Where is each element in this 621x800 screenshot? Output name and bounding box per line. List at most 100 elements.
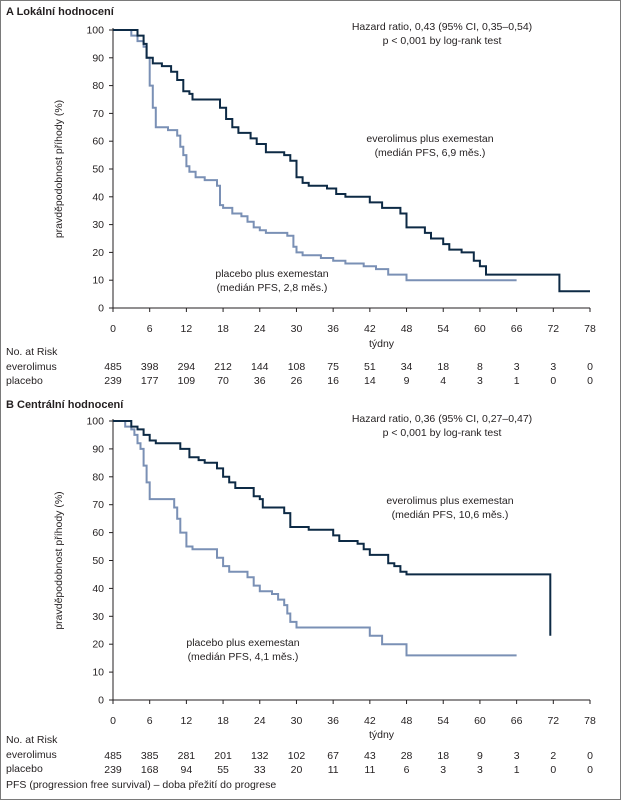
panel-a-x-tick-label: 48 — [401, 323, 413, 335]
panel-b-risk-placebo-value: 55 — [217, 764, 229, 776]
panel-b-x-tick-label: 66 — [511, 715, 523, 727]
panel-a-risk-everolimus-value: 8 — [477, 361, 483, 373]
panel-b-placebo-name: placebo plus exemestan — [186, 637, 300, 649]
panel-a-x-tick-label: 54 — [437, 323, 449, 335]
panel-b-risk-placebo-value: 239 — [104, 764, 122, 776]
panel-a-risk-placebo-value: 1 — [514, 375, 520, 387]
panel-b-risk-everolimus-value: 0 — [587, 750, 593, 762]
panel-b-x-axis-label: týdny — [369, 729, 395, 741]
panel-a-hazard-ratio-line1: Hazard ratio, 0,43 (95% CI, 0,35–0,54) — [351, 21, 533, 33]
panel-a-x-tick-label: 42 — [364, 323, 376, 335]
panel-a-x-tick-label: 6 — [147, 323, 153, 335]
panel-b-risk-placebo-value: 11 — [328, 764, 339, 776]
panel-a-risk-everolimus-value: 144 — [251, 361, 269, 373]
panel-b-y-tick-label: 10 — [92, 667, 104, 679]
panel-a-risk-placebo-value: 0 — [550, 375, 556, 387]
panel-a-x-tick-label: 30 — [291, 323, 303, 335]
panel-b-x-tick-label: 48 — [401, 715, 413, 727]
panel-b-risk-placebo-value: 20 — [291, 764, 303, 776]
panel-a-x-tick-label: 0 — [110, 323, 116, 335]
panel-b-y-tick-label: 40 — [92, 583, 104, 595]
panel-a-risk-placebo-value: 239 — [104, 375, 122, 387]
panel-b-y-axis-label: pravděpodobnost příhody (%) — [53, 491, 65, 629]
panel-a-risk-placebo-value: 0 — [587, 375, 593, 387]
panel-a-everolimus-name: everolimus plus exemestan — [366, 133, 494, 145]
panel-b-risk-label-placebo: placebo — [6, 763, 43, 775]
panel-b-x-tick-label: 60 — [474, 715, 486, 727]
panel-b-pvalue: p < 0,001 by log-rank test — [382, 427, 502, 439]
panel-a-y-tick-label: 80 — [92, 80, 104, 92]
panel-a-risk-everolimus-value: 34 — [401, 361, 413, 373]
panel-a-risk-everolimus-value: 108 — [288, 361, 306, 373]
panel-a-risk-everolimus-value: 3 — [514, 361, 520, 373]
panel-b-risk-placebo-value: 168 — [141, 764, 159, 776]
panel-b-x-tick-label: 54 — [437, 715, 449, 727]
panel-b-x-tick-label: 24 — [254, 715, 266, 727]
panel-a-y-tick-label: 30 — [92, 219, 104, 231]
panel-b-risk-everolimus-value: 9 — [477, 750, 483, 762]
panel-b-x-tick-label: 0 — [110, 715, 116, 727]
panel-a-risk-everolimus-value: 485 — [104, 361, 122, 373]
panel-a-y-tick-label: 50 — [92, 164, 104, 176]
panel-b-placebo-line — [113, 420, 517, 657]
panel-b-risk-everolimus-value: 281 — [178, 750, 196, 762]
panel-a-y-tick-label: 10 — [92, 275, 104, 287]
panel-a-placebo-median: (medián PFS, 2,8 měs.) — [216, 282, 328, 294]
panel-b-x-tick-label: 78 — [584, 715, 596, 727]
panel-a-risk-placebo-value: 109 — [178, 375, 196, 387]
panel-b-y-tick-label: 100 — [86, 416, 104, 428]
panel-a-y-tick-label: 20 — [92, 247, 104, 259]
panel-b-risk-placebo-value: 0 — [587, 764, 593, 776]
panel-a-risk-label-everolimus: everolimus — [6, 361, 57, 373]
panel-a-everolimus-line — [113, 29, 590, 293]
panel-a-risk-placebo-value: 3 — [477, 375, 483, 387]
panel-a-x-tick-label: 36 — [327, 323, 339, 335]
panel-b-risk-everolimus-value: 67 — [327, 750, 339, 762]
panel-b-risk-placebo-value: 3 — [477, 764, 483, 776]
panel-a-risk-everolimus-value: 398 — [141, 361, 159, 373]
panel-a-placebo-label: placebo plus exemestan (medián PFS, 2,8 … — [162, 267, 382, 295]
footnote: PFS (progression free survival) – doba p… — [6, 779, 277, 791]
panel-b-risk-placebo-value: 3 — [440, 764, 446, 776]
panel-a-y-tick-label: 40 — [92, 191, 104, 203]
panel-b-hazard-ratio: Hazard ratio, 0,36 (95% CI, 0,27–0,47) p… — [322, 412, 562, 440]
panel-b-risk-everolimus-value: 18 — [437, 750, 449, 762]
panel-b-y-tick-label: 30 — [92, 611, 104, 623]
panel-a-x-tick-label: 78 — [584, 323, 596, 335]
panel-a-risk-everolimus-value: 294 — [178, 361, 196, 373]
panel-b-risk-everolimus-value: 385 — [141, 750, 159, 762]
panel-b-placebo-label: placebo plus exemestan (medián PFS, 4,1 … — [133, 636, 353, 664]
panel-b-everolimus-line — [113, 420, 552, 636]
panel-b-y-tick-label: 20 — [92, 639, 104, 651]
panel-b-y-tick-label: 80 — [92, 471, 104, 483]
panel-b-y-tick-label: 90 — [92, 443, 104, 455]
panel-a-y-axis-label: pravděpodobnost příhody (%) — [53, 100, 65, 238]
panel-b-risk-everolimus-value: 132 — [251, 750, 269, 762]
panel-b-risk-everolimus-value: 485 — [104, 750, 122, 762]
panel-b-risk-placebo-value: 0 — [550, 764, 556, 776]
panel-b-y-tick-label: 70 — [92, 499, 104, 511]
panel-b-x-tick-label: 6 — [147, 715, 153, 727]
panel-a-risk-placebo-value: 14 — [364, 375, 376, 387]
panel-b-risk-placebo-value: 1 — [514, 764, 520, 776]
panel-b-x-tick-label: 72 — [547, 715, 559, 727]
panel-b-x-tick-label: 18 — [217, 715, 229, 727]
panel-b-risk-everolimus-value: 102 — [288, 750, 306, 762]
panel-a-x-tick-label: 12 — [181, 323, 193, 335]
panel-a-x-tick-label: 18 — [217, 323, 229, 335]
panel-a-risk-placebo-value: 36 — [254, 375, 266, 387]
panel-b-risk-everolimus-value: 2 — [550, 750, 556, 762]
panel-a-risk-placebo-value: 177 — [141, 375, 159, 387]
panel-a-y-tick-label: 0 — [98, 303, 104, 315]
panel-a-risk-label-placebo: placebo — [6, 375, 43, 387]
panel-a-placebo-line — [113, 29, 517, 282]
panel-a-x-axis-label: týdny — [369, 338, 395, 350]
panel-b-placebo-median: (medián PFS, 4,1 měs.) — [187, 651, 299, 663]
panel-b-risk-everolimus-value: 28 — [401, 750, 413, 762]
panel-a-pvalue: p < 0,001 by log-rank test — [382, 35, 502, 47]
panel-b-y-tick-label: 0 — [98, 695, 104, 707]
panel-a-risk-everolimus-value: 0 — [587, 361, 593, 373]
panel-a-risk-placebo-value: 26 — [291, 375, 303, 387]
